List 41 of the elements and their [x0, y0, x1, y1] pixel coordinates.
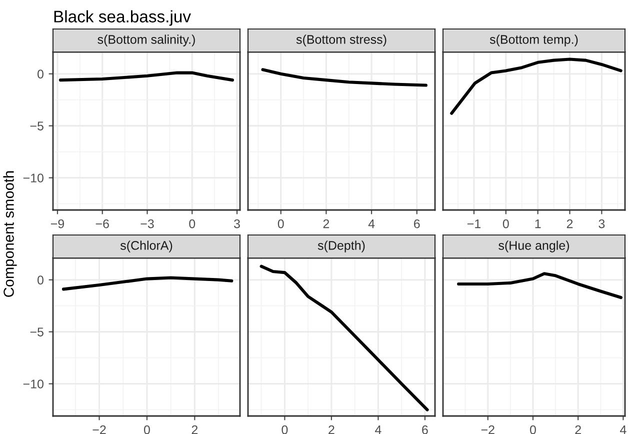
x-tick-label: 0 — [189, 219, 196, 228]
x-tick-label: 3 — [234, 219, 240, 228]
x-tick-label: 2 — [323, 219, 330, 228]
x-tick-label: 0 — [144, 425, 150, 434]
y-axis-title: Component smooth — [3, 171, 17, 297]
x-tick-label: 1 — [535, 219, 541, 228]
x-tick-label: 2 — [575, 425, 581, 434]
chart-title: s(Hue angle) — [498, 240, 570, 252]
x-tick-label: −6 — [96, 219, 109, 228]
x-tick-label: 2 — [192, 425, 198, 434]
y-tick-label: 0 — [38, 276, 44, 284]
y-tick-label: −5 — [30, 122, 44, 130]
x-tick-label: 0 — [502, 219, 509, 228]
x-tick-label: 2 — [566, 219, 573, 228]
x-tick-label: −2 — [481, 425, 494, 434]
x-tick-label: 0 — [530, 425, 536, 434]
chart-title: s(Bottom temp.) — [490, 34, 578, 46]
x-tick-label: −1 — [467, 219, 480, 228]
x-tick-label: 0 — [282, 425, 288, 434]
x-tick-label: −3 — [140, 219, 154, 228]
line-series — [58, 71, 234, 82]
x-tick-label: 6 — [422, 425, 428, 434]
x-tick-label: −9 — [50, 219, 64, 228]
x-tick-label: 6 — [414, 219, 420, 228]
x-tick-label: 4 — [368, 219, 375, 228]
x-tick-label: 3 — [598, 219, 605, 228]
x-tick-label: 4 — [375, 425, 382, 434]
text: Black sea.bass.juv — [54, 10, 191, 26]
y-tick-label: 0 — [38, 70, 44, 78]
chart-title: s(Bottom salinity.) — [98, 34, 195, 46]
chart-title: s(Depth) — [318, 240, 365, 252]
x-tick-label: 0 — [278, 219, 284, 228]
y-tick-label: −10 — [23, 380, 44, 388]
chart-title: s(Bottom stress) — [296, 34, 386, 46]
line-series — [62, 276, 234, 291]
y-tick-label: −10 — [23, 174, 44, 182]
chart-title: s(ChlorA) — [120, 240, 172, 252]
x-tick-label: 4 — [620, 425, 626, 434]
y-tick-label: −5 — [30, 328, 44, 336]
x-tick-label: −2 — [92, 425, 106, 434]
x-tick-label: 2 — [328, 425, 334, 434]
